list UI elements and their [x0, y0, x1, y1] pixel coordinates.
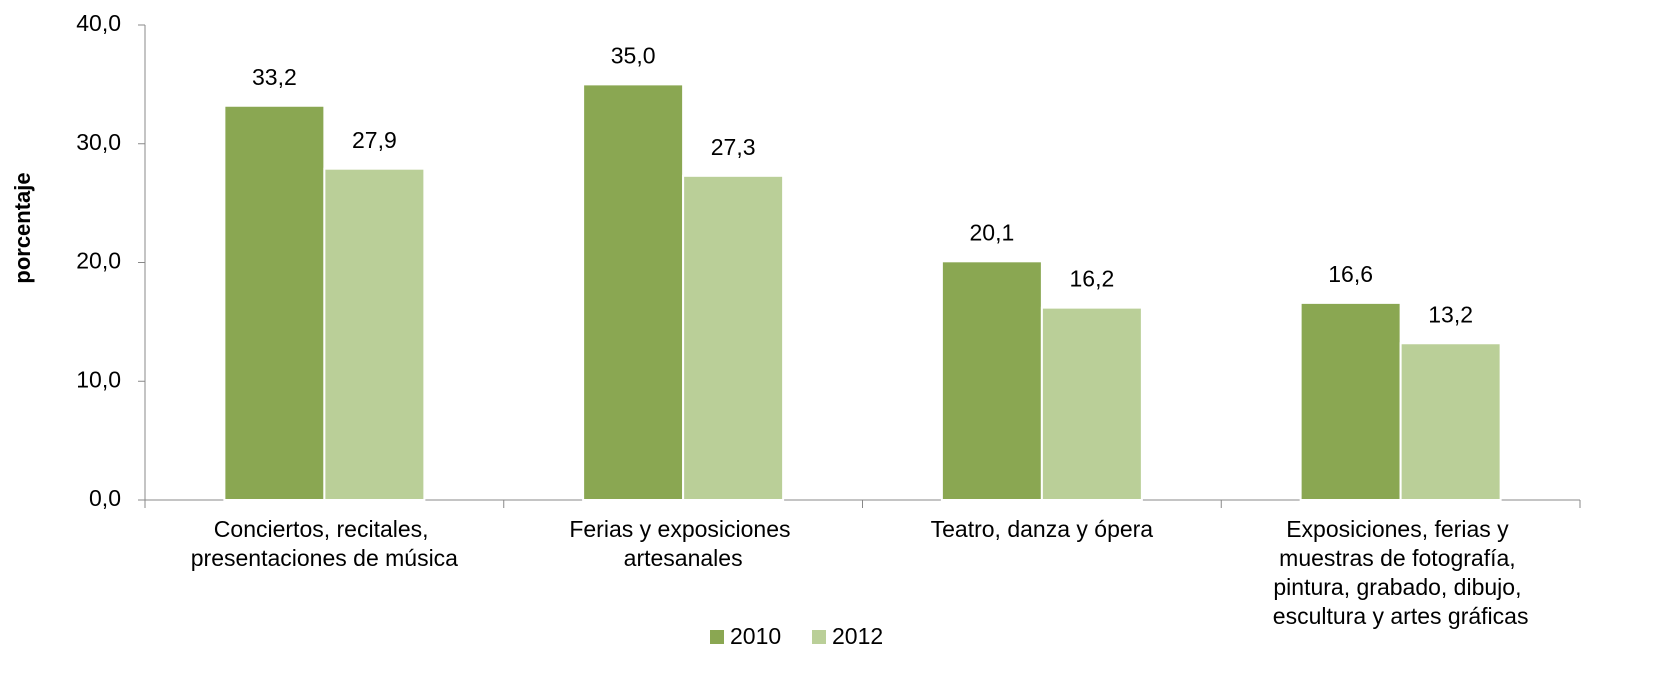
y-axis-label: porcentaje: [10, 172, 35, 283]
bar: [940, 260, 1043, 501]
legend-swatch: [812, 630, 826, 644]
y-tick-label: 30,0: [76, 129, 121, 155]
bar: [682, 174, 785, 501]
bar: [223, 104, 326, 501]
bar: [323, 167, 426, 501]
value-label: 33,2: [252, 64, 297, 90]
bar: [1399, 342, 1502, 501]
x-tick-label: Teatro, danza y ópera: [931, 516, 1154, 542]
bar: [1040, 306, 1143, 501]
value-label: 13,2: [1428, 301, 1473, 327]
legend-swatch: [710, 630, 724, 644]
y-tick-label: 40,0: [76, 10, 121, 36]
bar: [1299, 301, 1402, 501]
bar: [582, 83, 685, 501]
legend-label: 2010: [730, 623, 781, 649]
value-label: 20,1: [969, 219, 1014, 245]
x-tick-label: Exposiciones, ferias y muestras de fotog…: [1273, 516, 1529, 629]
legend-label: 2012: [832, 623, 883, 649]
value-label: 27,9: [352, 127, 397, 153]
value-label: 16,2: [1069, 266, 1114, 292]
value-label: 35,0: [611, 42, 656, 68]
y-tick-label: 0,0: [89, 485, 121, 511]
x-tick-label: Conciertos, recitales, presentaciones de…: [191, 516, 458, 571]
value-label: 16,6: [1328, 261, 1373, 287]
y-tick-label: 10,0: [76, 366, 121, 392]
x-tick-label: Ferias y exposiciones artesanales: [569, 516, 797, 571]
y-tick-label: 20,0: [76, 248, 121, 274]
value-label: 27,3: [711, 134, 756, 160]
